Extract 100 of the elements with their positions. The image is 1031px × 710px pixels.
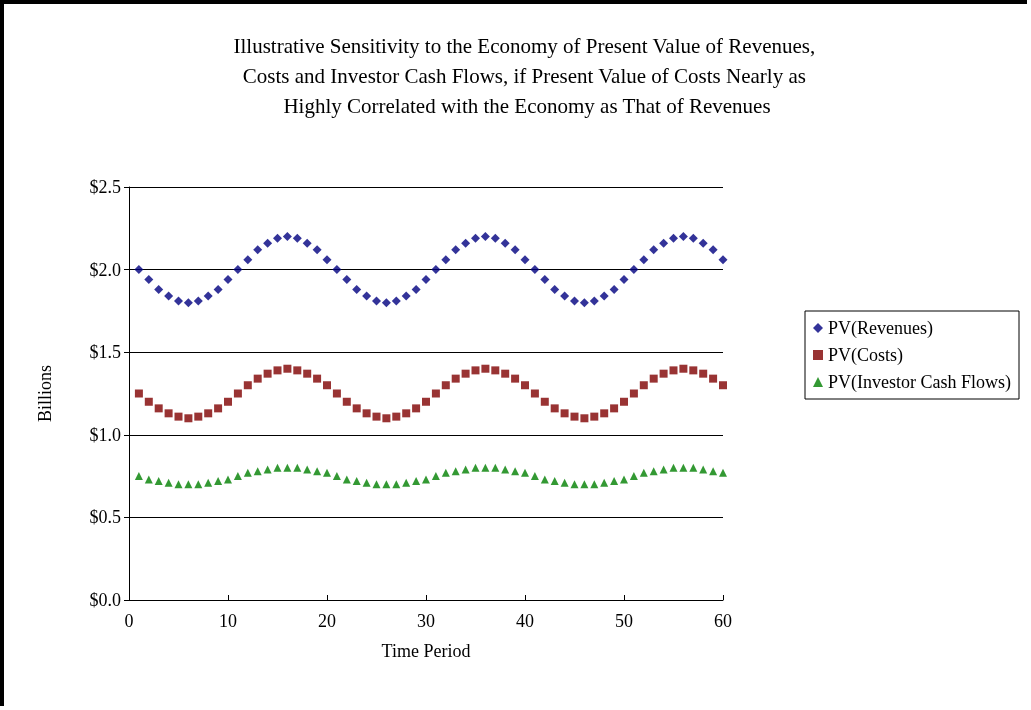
- point: [312, 245, 322, 255]
- point: [273, 463, 282, 472]
- point: [610, 404, 619, 413]
- point: [620, 397, 628, 406]
- point: [204, 478, 213, 487]
- point: [303, 369, 312, 378]
- point: [164, 478, 173, 487]
- point: [689, 366, 698, 375]
- point: [214, 477, 223, 486]
- point: [461, 369, 470, 378]
- point: [719, 381, 727, 390]
- point: [550, 404, 559, 413]
- point: [461, 238, 471, 248]
- point: [382, 414, 391, 423]
- point: [579, 298, 589, 308]
- point: [174, 480, 183, 489]
- point: [540, 275, 550, 285]
- point: [243, 381, 252, 390]
- y-tick-label: $2.0: [89, 259, 121, 280]
- point: [352, 404, 361, 413]
- point: [629, 265, 639, 275]
- point: [491, 366, 500, 375]
- point: [323, 468, 331, 477]
- point: [224, 475, 232, 484]
- point: [679, 463, 688, 472]
- point: [521, 381, 529, 390]
- x-tick-label: 40: [516, 611, 534, 631]
- point: [253, 245, 263, 255]
- point: [362, 291, 372, 301]
- point: [481, 364, 490, 373]
- point: [243, 468, 252, 477]
- point: [422, 397, 430, 406]
- point: [332, 472, 341, 481]
- point: [501, 369, 510, 378]
- point: [669, 233, 678, 243]
- point: [362, 478, 371, 487]
- point: [649, 374, 658, 383]
- point: [243, 255, 253, 265]
- point: [134, 389, 143, 398]
- point: [263, 369, 272, 378]
- point: [560, 291, 570, 301]
- point: [204, 409, 213, 418]
- point: [134, 265, 144, 275]
- point: [253, 374, 262, 383]
- point: [381, 298, 391, 308]
- point: [471, 233, 480, 243]
- point: [164, 291, 174, 301]
- point: [233, 265, 243, 275]
- point: [649, 245, 659, 255]
- point: [372, 296, 381, 306]
- point: [688, 233, 698, 243]
- point: [480, 232, 490, 242]
- point: [293, 366, 302, 375]
- point: [402, 478, 411, 487]
- point: [134, 472, 143, 481]
- y-tick-label: $1.5: [89, 342, 121, 363]
- point: [144, 397, 153, 406]
- point: [491, 463, 500, 472]
- point: [560, 478, 569, 487]
- point: [639, 255, 649, 265]
- point: [352, 284, 362, 294]
- point: [411, 284, 421, 294]
- point: [184, 414, 193, 423]
- point: [282, 232, 292, 242]
- x-tick-label: 60: [714, 611, 732, 631]
- point: [332, 389, 341, 398]
- point: [431, 389, 440, 398]
- point: [699, 369, 708, 378]
- point: [412, 477, 421, 486]
- point: [342, 275, 352, 285]
- point: [422, 475, 430, 484]
- point: [481, 463, 490, 472]
- point: [421, 275, 431, 285]
- point: [283, 463, 292, 472]
- point: [511, 467, 520, 476]
- y-tick-label: $0.0: [89, 590, 121, 610]
- point: [193, 296, 203, 306]
- point: [550, 477, 559, 486]
- point: [431, 472, 440, 481]
- point: [669, 366, 678, 375]
- x-tick-label: 30: [417, 611, 435, 631]
- point: [233, 472, 242, 481]
- point: [372, 412, 381, 421]
- x-tick-label: 10: [219, 611, 237, 631]
- point: [659, 369, 668, 378]
- point: [283, 364, 292, 373]
- point: [530, 472, 539, 481]
- point: [530, 389, 539, 398]
- point: [530, 265, 540, 275]
- point: [698, 238, 708, 248]
- point: [273, 233, 282, 243]
- legend-label: PV(Investor Cash Flows): [828, 372, 1012, 393]
- point: [490, 233, 500, 243]
- point: [154, 284, 164, 294]
- point: [580, 414, 589, 423]
- point: [194, 412, 203, 421]
- point: [441, 255, 451, 265]
- point: [610, 477, 619, 486]
- point: [521, 468, 529, 477]
- point: [313, 374, 322, 383]
